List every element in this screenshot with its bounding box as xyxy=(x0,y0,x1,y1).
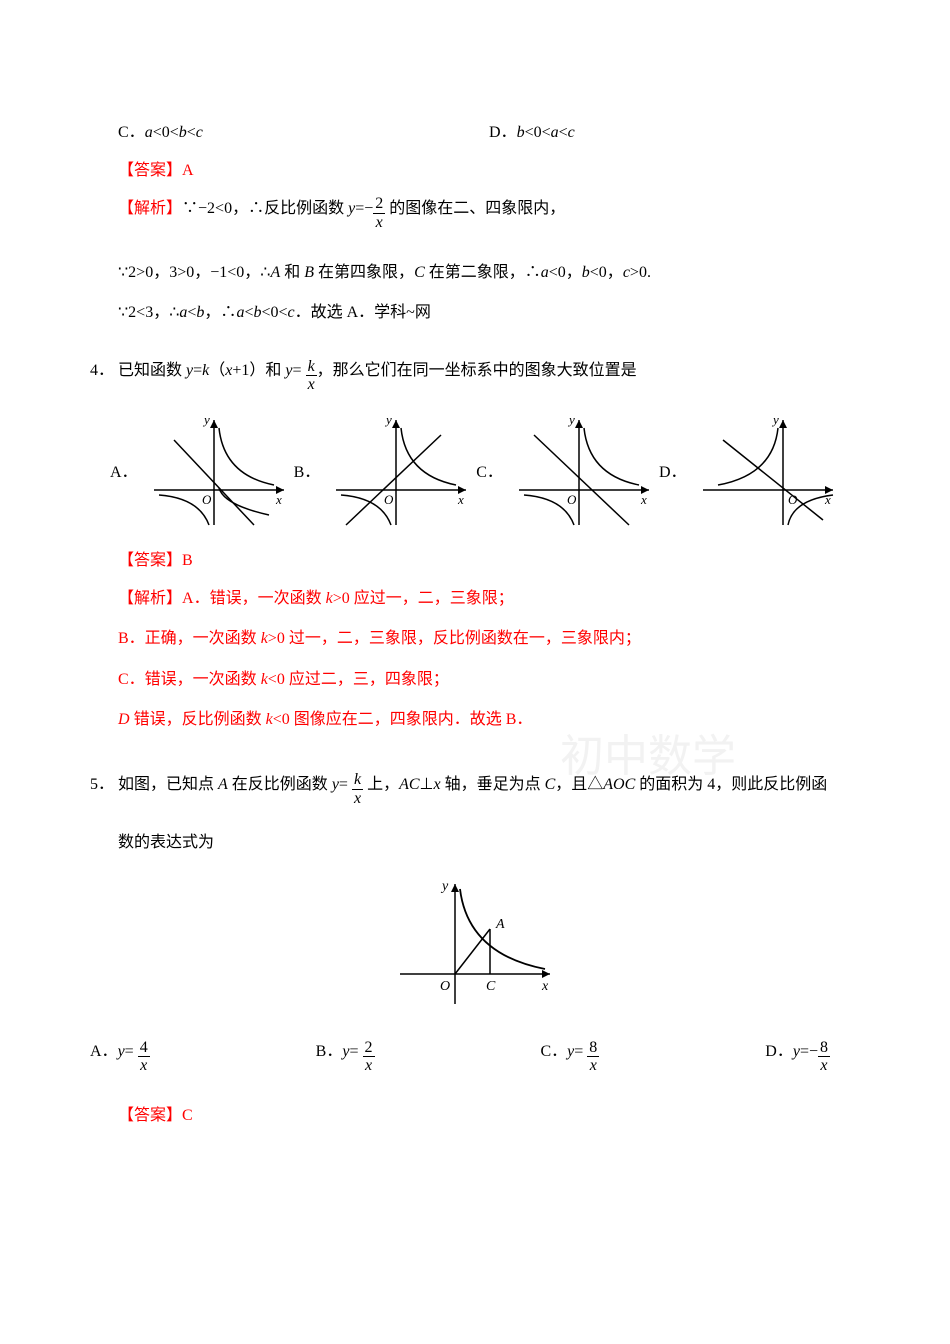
q4-option-a: A． y x O xyxy=(110,410,294,530)
answer-value: B xyxy=(182,552,193,569)
q5-graph: y x O A C xyxy=(390,874,560,1014)
svg-text:A: A xyxy=(495,917,505,932)
fraction: kx xyxy=(352,771,363,807)
q5-answer: 【答案】C xyxy=(118,1101,860,1125)
axis-y-label: y xyxy=(202,412,210,427)
q5-option-a: A．y= 4x xyxy=(90,1037,150,1075)
answer-value: A xyxy=(182,162,194,179)
svg-text:y: y xyxy=(771,412,779,427)
denominator: x xyxy=(587,1057,599,1075)
numerator: 2 xyxy=(363,1039,375,1058)
analysis-label: 【解析】 xyxy=(118,590,182,607)
denominator: x xyxy=(363,1057,375,1075)
analysis-label: 【解析】 xyxy=(118,200,182,217)
option-label: D． xyxy=(659,458,687,482)
denominator: x xyxy=(352,790,363,808)
denominator: x xyxy=(818,1057,830,1075)
numerator: k xyxy=(306,358,317,377)
denominator: x xyxy=(306,376,317,394)
q5-figure: y x O A C xyxy=(90,874,860,1019)
q3-choice-c: C．a<0<b<c xyxy=(118,118,489,142)
q4-option-c: C． y x O xyxy=(476,410,659,530)
answer-label: 【答案】 xyxy=(118,1107,182,1124)
q4: 4． 已知函数 y=k（x+1）和 y= kx，那么它们在同一坐标系中的图象大致… xyxy=(90,356,860,394)
q4-option-b: B． y x O xyxy=(294,410,477,530)
numerator: 8 xyxy=(818,1039,830,1058)
q5-options: A．y= 4x B．y= 2x C．y= 8x D．y=−8x xyxy=(90,1037,860,1075)
axis-x-label: x xyxy=(275,492,282,507)
numerator: 8 xyxy=(587,1039,599,1058)
q5-option-d: D．y=−8x xyxy=(765,1037,830,1075)
text: ∵−2<0，∴反比例函数 y=− xyxy=(182,200,373,217)
q5-option-b: B．y= 2x xyxy=(316,1037,375,1075)
q4-options-row: A． y x O B． xyxy=(110,410,860,530)
q5-option-c: C．y= 8x xyxy=(540,1037,599,1075)
q5-number: 5． xyxy=(90,770,118,794)
svg-text:x: x xyxy=(457,492,464,507)
q4-analysis-d: D 错误，反比例函数 k<0 图像应在二，四象限内．故选 B． xyxy=(118,705,860,735)
q3-choice-d: D．b<0<a<c xyxy=(489,118,860,142)
q3-answer: 【答案】A xyxy=(118,156,860,180)
text: 的图像在二、四象限内， xyxy=(385,200,565,217)
svg-text:x: x xyxy=(640,492,647,507)
svg-text:O: O xyxy=(567,492,577,507)
q3-analysis-3: ∵2<3，∴a<b，∴a<b<0<c．故选 A．学科~网 xyxy=(118,298,860,328)
svg-text:x: x xyxy=(541,979,549,994)
q4-number: 4． xyxy=(90,356,118,380)
q3-analysis-2: ∵2>0，3>0，−1<0，∴A 和 B 在第四象限，C 在第二象限，∴a<0，… xyxy=(118,258,860,288)
denominator: x xyxy=(373,214,385,232)
numerator: k xyxy=(352,771,363,790)
q4-analysis-a: 【解析】A．错误，一次函数 k>0 应过一，二，三象限； xyxy=(118,584,860,614)
denominator: x xyxy=(138,1057,150,1075)
numerator: 4 xyxy=(138,1039,150,1058)
answer-label: 【答案】 xyxy=(118,552,182,569)
answer-value: C xyxy=(182,1107,193,1124)
graph-a: y x O xyxy=(144,410,294,530)
svg-text:y: y xyxy=(567,412,575,427)
svg-text:y: y xyxy=(384,412,392,427)
svg-text:O: O xyxy=(384,492,394,507)
origin-label: O xyxy=(202,492,212,507)
q5-stem-cont: 数的表达式为 xyxy=(118,829,860,856)
q4-stem: 已知函数 y=k（x+1）和 y= kx，那么它们在同一坐标系中的图象大致位置是 xyxy=(118,356,860,394)
q4-analysis-c: C．错误，一次函数 k<0 应过二，三，四象限； xyxy=(118,665,860,695)
option-label: A． xyxy=(110,458,138,482)
svg-text:C: C xyxy=(486,979,496,994)
q4-option-d: D． y x O xyxy=(659,410,843,530)
q4-analysis-b: B．正确，一次函数 k>0 过一，二，三象限，反比例函数在一，三象限内； xyxy=(118,624,860,654)
page: 初中数学 C．a<0<b<c D．b<0<a<c 【答案】A 【解析】∵−2<0… xyxy=(0,0,950,1344)
option-label: B． xyxy=(294,458,321,482)
q4-answer: 【答案】B xyxy=(118,546,860,570)
fraction: 2x xyxy=(373,195,385,231)
graph-d: y x O xyxy=(693,410,843,530)
fraction: kx xyxy=(306,358,317,394)
svg-text:x: x xyxy=(824,492,831,507)
option-label: C． xyxy=(476,458,503,482)
numerator: 2 xyxy=(373,195,385,214)
graph-b: y x O xyxy=(326,410,476,530)
svg-text:y: y xyxy=(440,879,449,894)
q3-choices-cd: C．a<0<b<c D．b<0<a<c xyxy=(118,118,860,142)
q5: 5． 如图，已知点 A 在反比例函数 y= kx 上，AC⊥x 轴，垂足为点 C… xyxy=(90,770,860,808)
svg-text:O: O xyxy=(440,979,450,994)
q3-analysis-1: 【解析】∵−2<0，∴反比例函数 y=−2x 的图像在二、四象限内， xyxy=(118,194,860,232)
answer-label: 【答案】 xyxy=(118,162,182,179)
q5-stem: 如图，已知点 A 在反比例函数 y= kx 上，AC⊥x 轴，垂足为点 C，且△… xyxy=(118,770,860,808)
graph-c: y x O xyxy=(509,410,659,530)
